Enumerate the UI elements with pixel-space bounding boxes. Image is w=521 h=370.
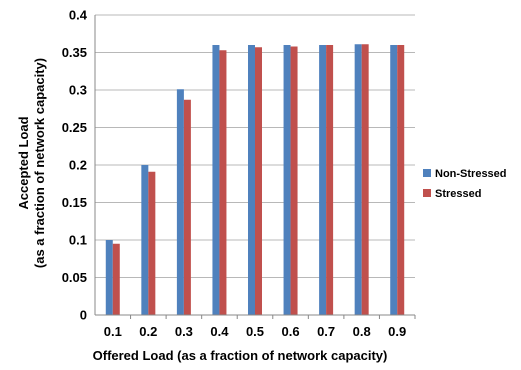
bar-non-stressed-0.7	[319, 45, 327, 315]
y-tick-label: 0.25	[62, 120, 87, 135]
bar-stressed-0.8	[361, 44, 369, 315]
y-axis-title-line1: Accepted Load	[16, 116, 31, 209]
bar-stressed-0.9	[397, 45, 405, 315]
y-tick-label: 0.15	[62, 195, 87, 210]
bars	[105, 44, 405, 315]
x-tick-label: 0.9	[388, 324, 406, 339]
legend-swatch-stressed	[423, 189, 431, 197]
y-tick-label: 0.1	[69, 233, 87, 248]
y-tick-label: 0.05	[62, 270, 87, 285]
y-tick-label: 0.35	[62, 45, 87, 60]
legend-label-stressed: Stressed	[435, 188, 481, 200]
bar-stressed-0.5	[255, 47, 262, 315]
bar-stressed-0.7	[326, 45, 334, 315]
bar-non-stressed-0.9	[390, 45, 398, 315]
legend-label-non-stressed: Non-Stressed	[435, 168, 507, 180]
y-tick-labels: 0 0.05 0.1 0.15 0.2 0.25 0.3 0.35 0.4	[62, 8, 88, 323]
bar-non-stressed-0.8	[354, 44, 362, 315]
x-tick-label: 0.8	[353, 324, 371, 339]
x-tick-labels: 0.1 0.2 0.3 0.4 0.5 0.6 0.7 0.8 0.9	[104, 315, 416, 339]
bar-stressed-0.4	[219, 50, 227, 315]
y-axis-title-line2: (as a fraction of network capacity)	[32, 58, 47, 268]
legend: Non-Stressed Stressed	[423, 168, 507, 200]
x-tick-label: 0.3	[175, 324, 193, 339]
x-tick-label: 0.5	[246, 324, 264, 339]
x-tick-label: 0.6	[282, 324, 300, 339]
x-tick-label: 0.7	[317, 324, 335, 339]
legend-swatch-non-stressed	[423, 169, 431, 177]
bar-non-stressed-0.1	[105, 240, 113, 315]
bar-non-stressed-0.3	[176, 89, 184, 315]
bar-non-stressed-0.6	[283, 45, 291, 315]
bar-stressed-0.2	[148, 171, 156, 315]
x-tick-label: 0.1	[104, 324, 122, 339]
bar-stressed-0.1	[112, 243, 120, 315]
bar-non-stressed-0.4	[212, 45, 220, 315]
y-tick-label: 0	[80, 308, 87, 323]
bar-non-stressed-0.5	[248, 45, 255, 315]
y-tick-label: 0.2	[69, 158, 87, 173]
y-tick-label: 0.3	[69, 83, 87, 98]
x-axis-title: Offered Load (as a fraction of network c…	[93, 348, 388, 363]
x-tick-label: 0.2	[139, 324, 157, 339]
bar-non-stressed-0.2	[141, 165, 149, 315]
y-tick-label: 0.4	[69, 8, 88, 23]
x-tick-label: 0.4	[210, 324, 229, 339]
bar-stressed-0.3	[183, 99, 191, 315]
bar-stressed-0.6	[290, 46, 298, 315]
